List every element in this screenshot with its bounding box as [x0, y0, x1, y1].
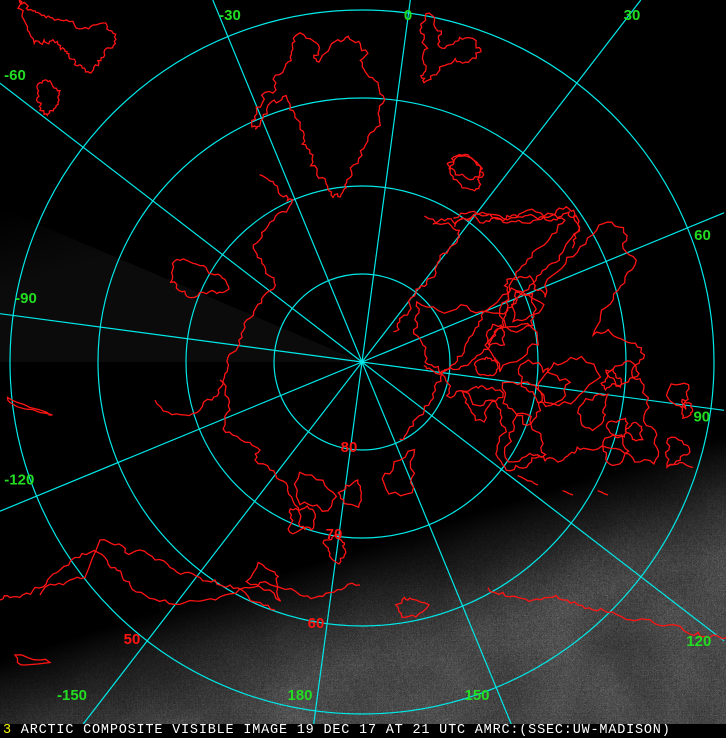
- svg-text:90: 90: [693, 409, 710, 426]
- svg-text:0: 0: [404, 7, 412, 24]
- svg-text:180: 180: [287, 687, 312, 704]
- svg-text:80: 80: [341, 439, 358, 456]
- svg-text:60: 60: [308, 615, 325, 632]
- svg-text:120: 120: [686, 633, 711, 650]
- svg-text:-120: -120: [4, 472, 34, 489]
- svg-text:50: 50: [124, 631, 141, 648]
- svg-text:-60: -60: [4, 67, 26, 84]
- svg-text:150: 150: [464, 687, 489, 704]
- svg-text:30: 30: [624, 7, 641, 24]
- svg-text:-150: -150: [57, 687, 87, 704]
- svg-text:70: 70: [326, 526, 343, 543]
- svg-text:-30: -30: [219, 7, 241, 24]
- svg-text:-90: -90: [15, 290, 37, 307]
- svg-text:60: 60: [694, 227, 711, 244]
